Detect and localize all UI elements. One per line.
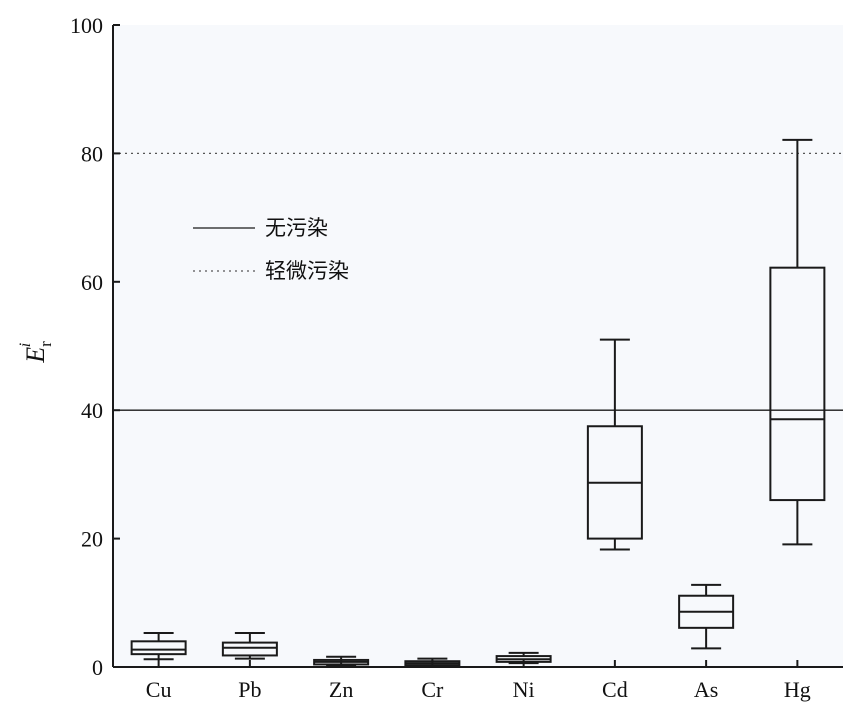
y-axis-label: Eri: [17, 341, 55, 364]
y-tick-label: 80: [81, 141, 103, 166]
box-Pb: [221, 631, 278, 660]
box-iqr: [769, 266, 826, 502]
box-Cu: [130, 631, 187, 661]
y-axis-label-main: E: [21, 347, 50, 364]
legend-label: 无污染: [265, 216, 328, 240]
x-tick-label: Zn: [329, 677, 353, 702]
x-tick-label: As: [694, 677, 718, 702]
legend-label: 轻微污染: [265, 259, 349, 283]
y-tick-label: 20: [81, 527, 103, 552]
box-iqr: [130, 640, 187, 656]
box-As: [678, 583, 735, 650]
x-tick-label: Ni: [513, 677, 535, 702]
y-tick-label: 100: [70, 13, 103, 38]
box-iqr: [221, 641, 278, 657]
y-axis-label-subscript: r: [36, 341, 55, 347]
reference-lines: [113, 152, 843, 411]
box-Cd: [586, 338, 643, 551]
x-tick-label: Pb: [238, 677, 261, 702]
x-tick-label: Hg: [784, 677, 811, 702]
y-tick-label: 0: [92, 655, 103, 680]
axes: 0 20 40 60 80 100 Cu Pb Zn Cr Ni Cd As Hg: [70, 13, 843, 702]
x-tick-label: Cu: [146, 677, 172, 702]
plot-area-background: [113, 25, 843, 667]
y-tick-label: 60: [81, 270, 103, 295]
box-Hg: [769, 138, 826, 546]
y-axis-label-superscript: i: [17, 343, 34, 347]
x-tick-label: Cr: [421, 677, 444, 702]
x-tick-label: Cd: [602, 677, 628, 702]
y-tick-label: 40: [81, 398, 103, 423]
